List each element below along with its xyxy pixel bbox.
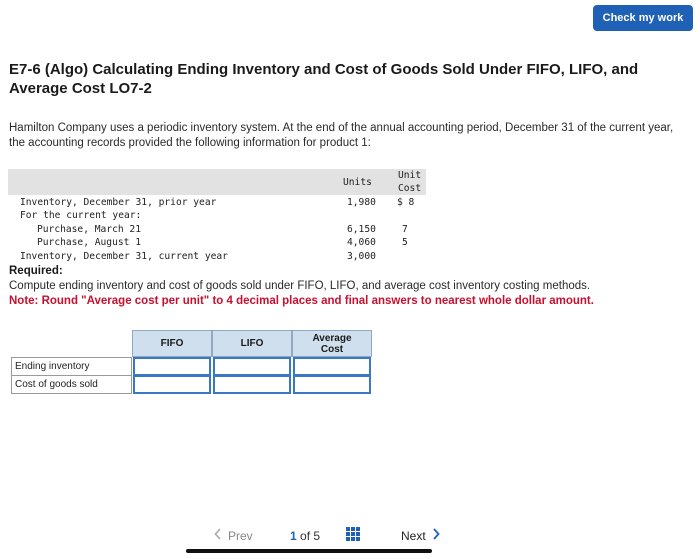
inventory-row-label: Inventory, December 31, prior year xyxy=(20,197,217,208)
header-average-cost: Average Cost xyxy=(292,330,372,357)
inventory-row-label: Purchase, March 21 xyxy=(37,224,141,235)
prev-label: Prev xyxy=(228,528,253,543)
inventory-row-cost: $ 8 xyxy=(397,197,415,208)
cogs-average-input[interactable] xyxy=(293,375,371,394)
row-label-cost-of-goods-sold: Cost of goods sold xyxy=(11,375,132,394)
page-title: E7-6 (Algo) Calculating Ending Inventory… xyxy=(9,61,639,97)
page-indicator: 1 of 5 xyxy=(290,529,320,543)
col-unit-cost-line2: Cost xyxy=(398,183,422,194)
next-button[interactable]: Next xyxy=(401,528,440,543)
col-unit-cost-line1: Unit xyxy=(398,170,422,181)
inventory-row-label: For the current year: xyxy=(20,210,142,221)
col-units-header: Units xyxy=(343,177,372,188)
inventory-row-units: 1,980 xyxy=(347,197,376,208)
chevron-left-icon xyxy=(214,528,222,543)
inventory-row-units: 6,150 xyxy=(347,224,376,235)
page-current: 1 xyxy=(290,529,297,543)
problem-intro: Hamilton Company uses a periodic invento… xyxy=(9,122,674,149)
ending-inventory-fifo-input[interactable] xyxy=(133,357,211,376)
inventory-row-cost: 7 xyxy=(402,224,408,235)
prev-button[interactable]: Prev xyxy=(214,528,253,543)
question-grid-icon[interactable] xyxy=(346,527,360,541)
row-label-ending-inventory: Ending inventory xyxy=(11,357,132,376)
required-label: Required: xyxy=(9,265,63,277)
instruction-text: Compute ending inventory and cost of goo… xyxy=(9,280,591,292)
check-my-work-button[interactable]: Check my work xyxy=(593,5,693,31)
horizontal-scrollbar[interactable] xyxy=(186,549,432,553)
inventory-row-label: Purchase, August 1 xyxy=(37,237,141,248)
ending-inventory-average-input[interactable] xyxy=(293,357,371,376)
cogs-lifo-input[interactable] xyxy=(213,375,291,394)
inventory-header-band xyxy=(8,169,426,195)
rounding-note: Note: Round "Average cost per unit" to 4… xyxy=(9,295,594,307)
ending-inventory-lifo-input[interactable] xyxy=(213,357,291,376)
inventory-row-label: Inventory, December 31, current year xyxy=(20,251,228,262)
inventory-row-cost: 5 xyxy=(402,237,408,248)
header-fifo: FIFO xyxy=(132,330,212,357)
next-label: Next xyxy=(401,528,426,543)
inventory-row-units: 3,000 xyxy=(347,251,376,262)
header-lifo: LIFO xyxy=(212,330,292,357)
chevron-right-icon xyxy=(432,528,440,543)
page-of: of 5 xyxy=(300,529,321,543)
inventory-row-units: 4,060 xyxy=(347,237,376,248)
cogs-fifo-input[interactable] xyxy=(133,375,211,394)
